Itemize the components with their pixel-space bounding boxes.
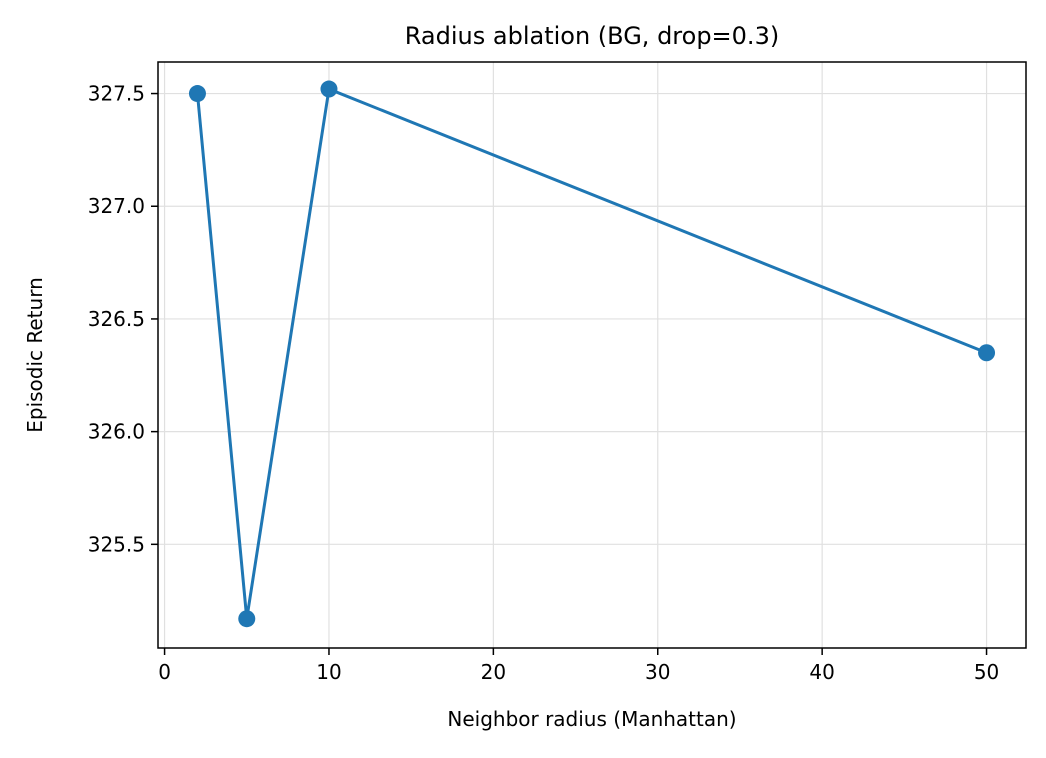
y-tick-label: 326.0 — [88, 420, 145, 444]
y-tick-label: 327.0 — [88, 194, 145, 218]
data-point-marker — [188, 85, 206, 103]
x-tick-label: 40 — [809, 660, 834, 684]
data-point-marker — [320, 80, 338, 98]
series-line — [195, 87, 988, 621]
tick-layer: 0 10 20 30 40 50 325.5 326.0 326.5 327.0 327.5 — [88, 82, 1000, 684]
x-tick-label: 30 — [645, 660, 670, 684]
y-tick-label: 327.5 — [88, 82, 145, 106]
x-tick-label: 0 — [158, 660, 171, 684]
y-tick-label: 325.5 — [88, 532, 145, 556]
y-tick-label: 326.5 — [88, 307, 145, 331]
chart-title: Radius ablation (BG, drop=0.3) — [405, 22, 779, 50]
data-point-marker — [238, 610, 256, 628]
plot-frame — [157, 61, 1027, 649]
y-axis-label: Episodic Return — [23, 277, 47, 433]
x-axis-label: Neighbor radius (Manhattan) — [447, 707, 736, 731]
x-tick-label: 50 — [974, 660, 999, 684]
data-point-marker — [978, 344, 996, 362]
series-layer — [188, 80, 996, 628]
x-tick-label: 20 — [481, 660, 506, 684]
x-tick-label: 10 — [316, 660, 341, 684]
